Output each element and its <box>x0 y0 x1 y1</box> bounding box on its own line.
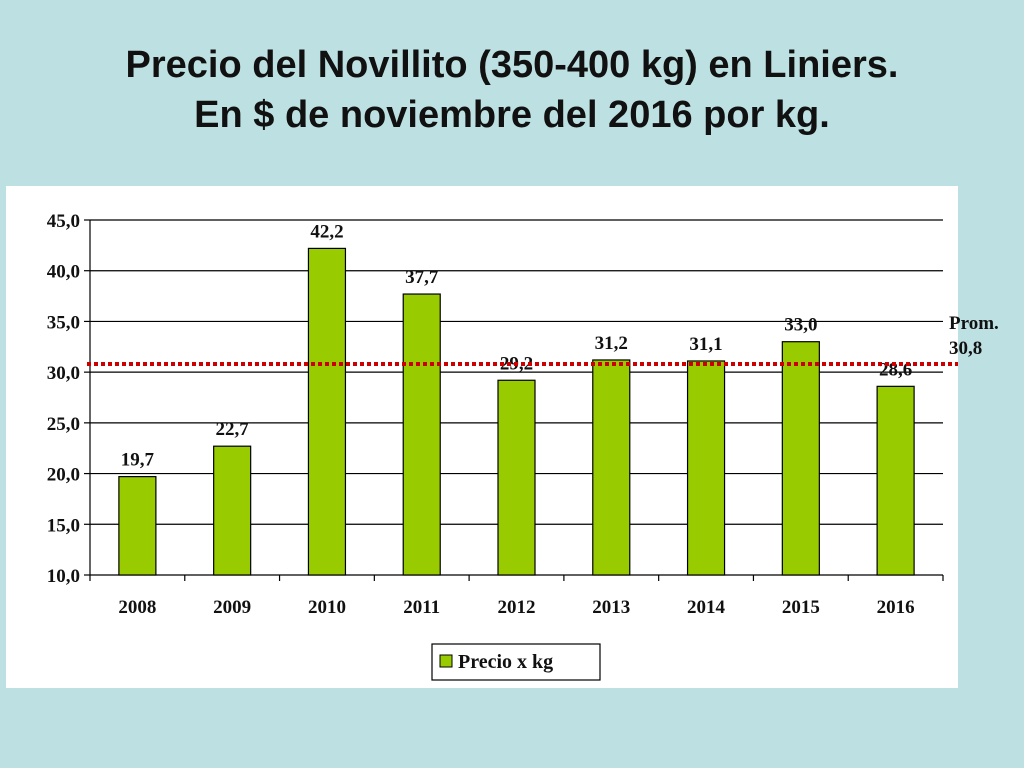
data-label: 19,7 <box>121 450 155 471</box>
x-tick-label: 2013 <box>592 597 630 618</box>
y-tick-label: 45,0 <box>47 211 80 232</box>
bar <box>118 476 157 576</box>
y-tick-label: 15,0 <box>47 515 80 536</box>
title-line-2: En $ de noviembre del 2016 por kg. <box>194 94 830 136</box>
x-tick-label: 2009 <box>213 597 251 618</box>
bar <box>497 379 536 576</box>
data-label: 42,2 <box>310 221 343 242</box>
x-tick-label: 2011 <box>403 597 440 618</box>
slide-title: Precio del Novillito (350-400 kg) en Lin… <box>0 40 1024 140</box>
y-tick-label: 30,0 <box>47 363 80 384</box>
data-label: 22,7 <box>216 419 250 440</box>
chart-panel: 10,0 15,0 20,0 25,0 30,0 35,0 40,0 45,0 19,7 2008… <box>6 186 958 688</box>
bar <box>307 247 347 576</box>
bar <box>402 293 441 576</box>
y-tick-label: 10,0 <box>47 566 80 587</box>
legend-box <box>431 643 601 681</box>
data-label: 31,2 <box>595 333 628 354</box>
bar <box>213 445 252 576</box>
y-tick-label: 35,0 <box>47 312 80 333</box>
bar-chart: 10,0 15,0 20,0 25,0 30,0 35,0 40,0 45,0 19,7 2008… <box>47 211 958 681</box>
average-label-value: 30,8 <box>949 338 983 359</box>
y-tick-label: 40,0 <box>47 262 80 283</box>
data-label: 37,7 <box>405 267 439 288</box>
data-label: 33,0 <box>784 315 817 336</box>
x-tick-label: 2016 <box>877 597 915 618</box>
average-label-text: Prom. <box>949 313 999 334</box>
data-label: 31,1 <box>689 334 722 355</box>
x-tick-label: 2015 <box>782 597 820 618</box>
y-tick-label: 25,0 <box>47 414 80 435</box>
average-label: Prom. 30,8 <box>949 311 999 361</box>
x-tick-label: 2012 <box>498 597 536 618</box>
bar <box>592 359 631 576</box>
legend-label: Precio x kg <box>458 651 553 673</box>
x-tick-label: 2010 <box>308 597 346 618</box>
x-tick-label: 2008 <box>118 597 156 618</box>
x-tick-label: 2014 <box>687 597 726 618</box>
bar <box>686 360 726 576</box>
y-tick-label: 20,0 <box>47 465 80 486</box>
bar <box>876 385 915 576</box>
legend-swatch <box>439 654 453 668</box>
title-line-1: Precio del Novillito (350-400 kg) en Lin… <box>125 44 899 86</box>
bar <box>781 341 820 576</box>
